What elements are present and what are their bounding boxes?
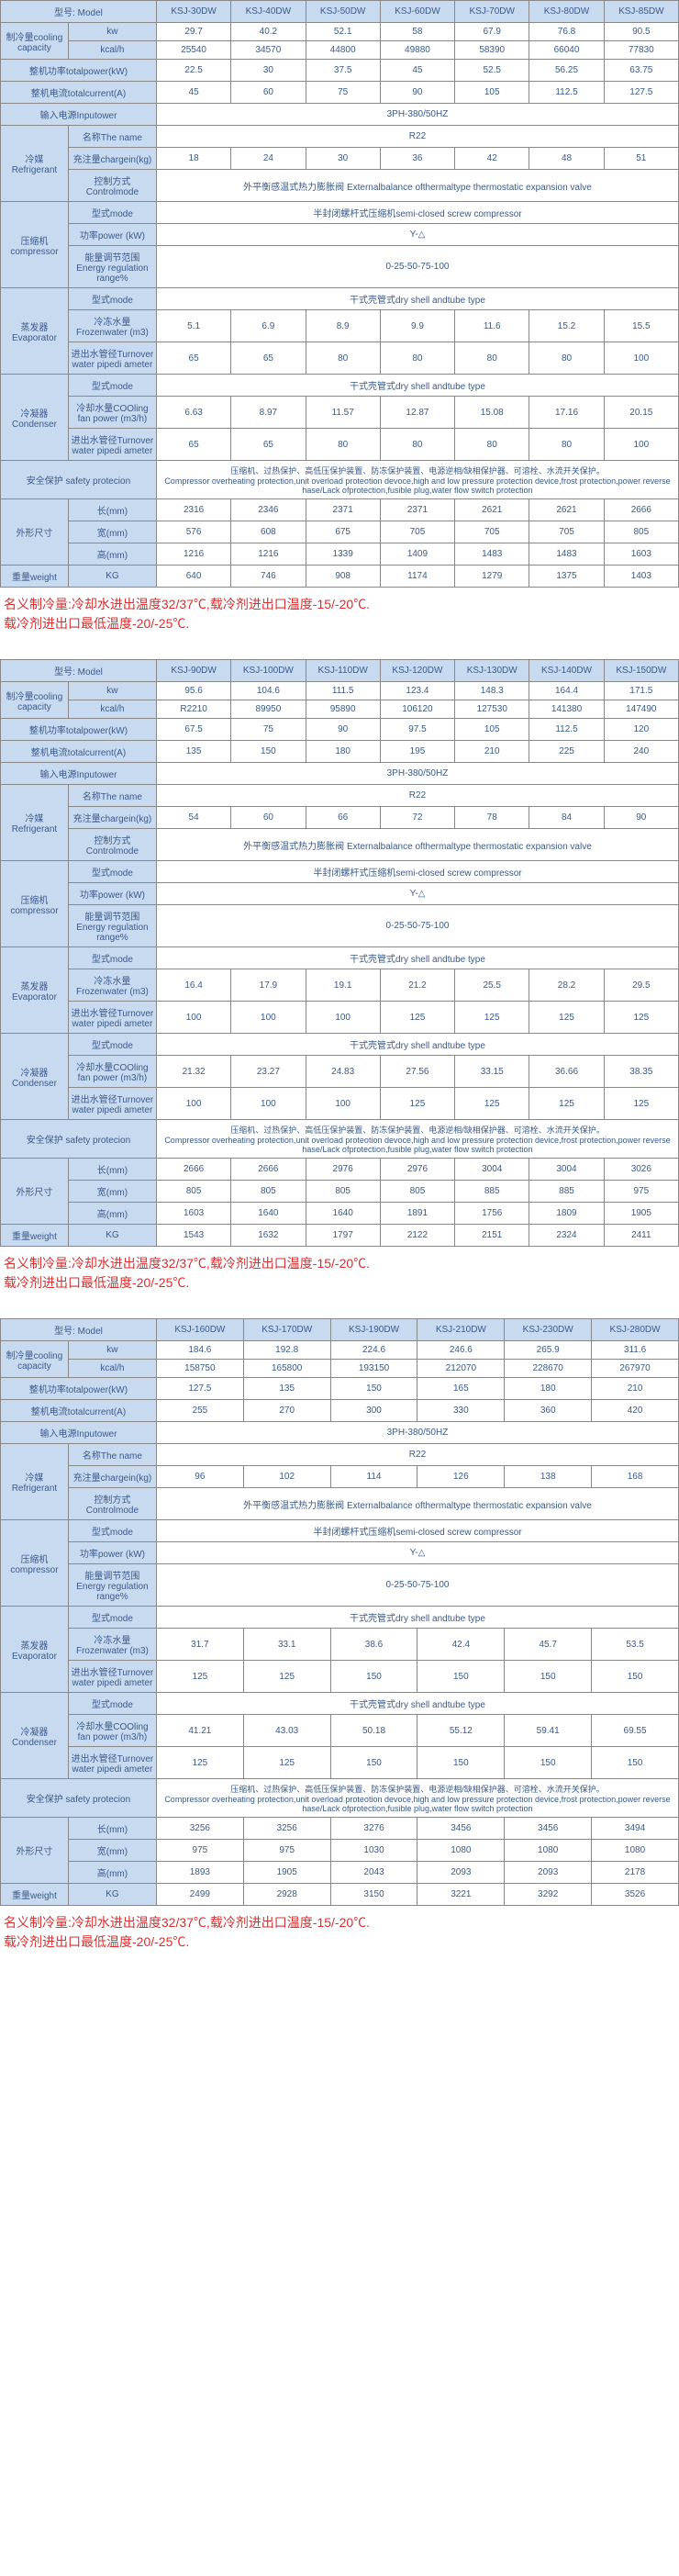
spec-table-1: 型号: Model KSJ-30DWKSJ-40DWKSJ-50DWKSJ-60… bbox=[0, 0, 679, 588]
note-2: 名义制冷量:冷却水进出温度32/37℃,载冷剂进出口温度-15/-20℃.载冷剂… bbox=[0, 1247, 679, 1300]
spec-table-3: 型号: Model KSJ-160DWKSJ-170DWKSJ-190DWKSJ… bbox=[0, 1318, 679, 1906]
h-model: 型号: Model bbox=[1, 1, 157, 23]
note-3: 名义制冷量:冷却水进出温度32/37℃,载冷剂进出口温度-15/-20℃.载冷剂… bbox=[0, 1906, 679, 1959]
note-1: 名义制冷量:冷却水进出温度32/37℃,载冷剂进出口温度-15/-20℃.载冷剂… bbox=[0, 588, 679, 641]
spec-table-2: 型号: Model KSJ-90DWKSJ-100DWKSJ-110DWKSJ-… bbox=[0, 659, 679, 1247]
